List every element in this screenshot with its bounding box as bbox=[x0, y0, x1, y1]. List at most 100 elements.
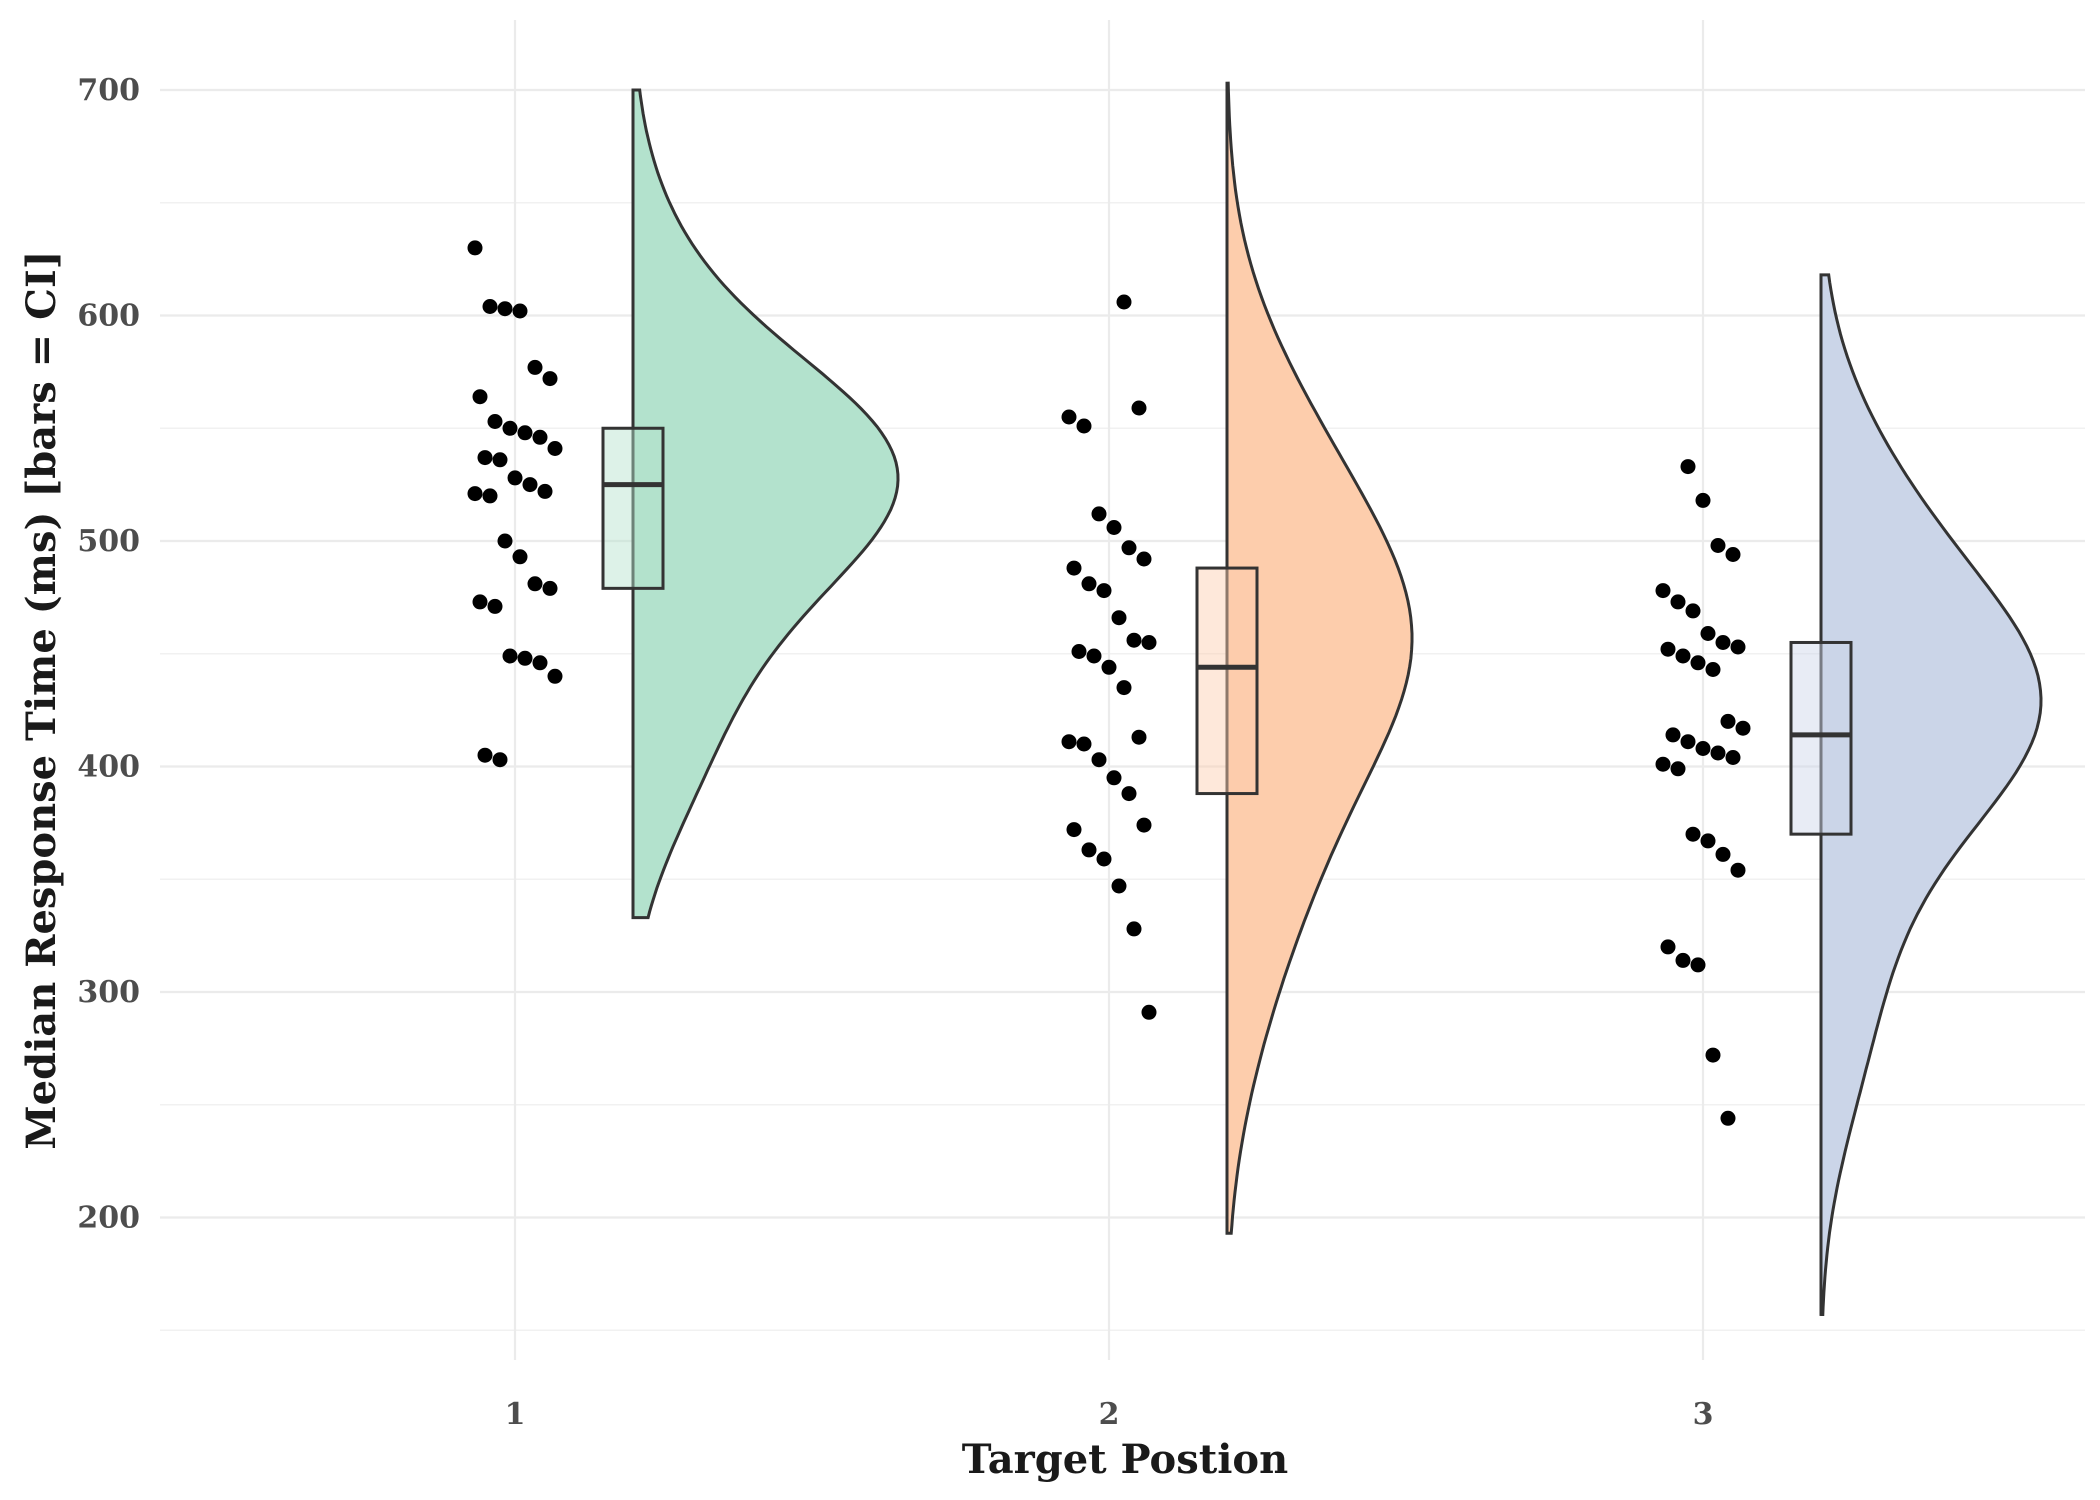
data-point bbox=[522, 477, 538, 493]
data-point bbox=[1655, 583, 1671, 599]
data-point bbox=[1111, 878, 1127, 894]
data-point bbox=[537, 483, 553, 499]
y-tick-label: 600 bbox=[77, 299, 140, 334]
data-point bbox=[532, 655, 548, 671]
density-3 bbox=[1819, 273, 2043, 1317]
y-tick-label: 700 bbox=[77, 73, 140, 108]
y-tick-labels: 200 300 400 500 600 700 bbox=[77, 73, 140, 1236]
x-tick-label: 1 bbox=[505, 1397, 526, 1432]
data-point bbox=[1700, 833, 1716, 849]
data-point bbox=[1720, 713, 1736, 729]
x-tick-label: 2 bbox=[1099, 1397, 1120, 1432]
data-point bbox=[1066, 560, 1082, 576]
data-point bbox=[1670, 594, 1686, 610]
data-point bbox=[1121, 540, 1137, 556]
data-point bbox=[472, 594, 488, 610]
data-point bbox=[512, 549, 528, 565]
data-point bbox=[1066, 822, 1082, 838]
data-point bbox=[1705, 1047, 1721, 1063]
data-point bbox=[532, 429, 548, 445]
data-point bbox=[1116, 680, 1132, 696]
box-3 bbox=[1789, 640, 1853, 836]
data-point bbox=[1715, 635, 1731, 650]
density-1 bbox=[631, 88, 900, 920]
data-point bbox=[1720, 1110, 1736, 1126]
data-point bbox=[482, 299, 498, 314]
data-point bbox=[1690, 957, 1706, 973]
data-point bbox=[1700, 626, 1716, 641]
data-point bbox=[1710, 745, 1726, 761]
data-point bbox=[1725, 750, 1741, 765]
data-point bbox=[492, 752, 508, 768]
data-point bbox=[1121, 786, 1137, 802]
data-point bbox=[487, 414, 503, 429]
data-point bbox=[1141, 635, 1157, 650]
data-point bbox=[1660, 641, 1676, 657]
data-point bbox=[1655, 756, 1671, 772]
data-point bbox=[497, 301, 513, 317]
data-point bbox=[1061, 409, 1077, 425]
data-point bbox=[487, 598, 503, 614]
box-1 bbox=[601, 426, 665, 590]
data-point bbox=[477, 747, 493, 763]
points-layer bbox=[467, 240, 1751, 1126]
data-point bbox=[1730, 862, 1746, 878]
data-point bbox=[1091, 752, 1107, 768]
data-point bbox=[1675, 648, 1691, 664]
data-point bbox=[467, 240, 483, 256]
data-point bbox=[1126, 921, 1142, 937]
box-2 bbox=[1195, 566, 1259, 796]
data-point bbox=[1705, 662, 1721, 677]
data-point bbox=[502, 648, 518, 664]
data-point bbox=[1106, 770, 1122, 786]
data-point bbox=[1665, 727, 1681, 743]
x-axis-title: Target Postion bbox=[962, 1436, 1288, 1483]
data-point bbox=[1670, 761, 1686, 777]
data-point bbox=[502, 420, 518, 436]
x-tick-label: 3 bbox=[1693, 1397, 1714, 1432]
data-point bbox=[547, 668, 563, 684]
data-point bbox=[1675, 952, 1691, 968]
data-point bbox=[1086, 648, 1102, 664]
data-point bbox=[527, 359, 543, 375]
data-point bbox=[1685, 603, 1701, 619]
data-point bbox=[1725, 547, 1741, 562]
data-point bbox=[1685, 826, 1701, 842]
data-point bbox=[512, 303, 528, 319]
data-point bbox=[1730, 639, 1746, 655]
data-point bbox=[1081, 842, 1097, 858]
data-point bbox=[1695, 741, 1711, 756]
data-point bbox=[1715, 846, 1731, 862]
data-point bbox=[1735, 720, 1751, 736]
data-point bbox=[1091, 506, 1107, 522]
data-point bbox=[1096, 851, 1112, 867]
data-point bbox=[527, 576, 543, 592]
data-point bbox=[542, 371, 558, 387]
data-point bbox=[1106, 520, 1122, 535]
data-point bbox=[477, 450, 493, 466]
data-point bbox=[1680, 734, 1696, 750]
data-point bbox=[1710, 538, 1726, 553]
y-tick-label: 200 bbox=[77, 1201, 140, 1236]
data-point bbox=[1131, 729, 1147, 745]
data-point bbox=[547, 441, 563, 456]
x-tick-labels: 1 2 3 bbox=[505, 1397, 1714, 1432]
data-point bbox=[492, 452, 508, 468]
grid-lines bbox=[160, 20, 2085, 1360]
y-tick-label: 400 bbox=[77, 750, 140, 785]
y-axis-title: Median Response Time (ms) [bars = CI] bbox=[18, 250, 65, 1149]
data-point bbox=[1111, 610, 1127, 626]
data-point bbox=[467, 486, 483, 502]
data-point bbox=[497, 533, 513, 549]
data-point bbox=[1695, 492, 1711, 508]
data-point bbox=[1660, 939, 1676, 955]
data-point bbox=[1126, 632, 1142, 648]
data-point bbox=[1081, 576, 1097, 592]
data-point bbox=[472, 389, 488, 405]
data-point bbox=[1101, 659, 1117, 675]
data-point bbox=[1131, 400, 1147, 416]
density-2 bbox=[1225, 81, 1414, 1235]
data-point bbox=[1061, 734, 1077, 750]
data-point bbox=[1690, 655, 1706, 671]
